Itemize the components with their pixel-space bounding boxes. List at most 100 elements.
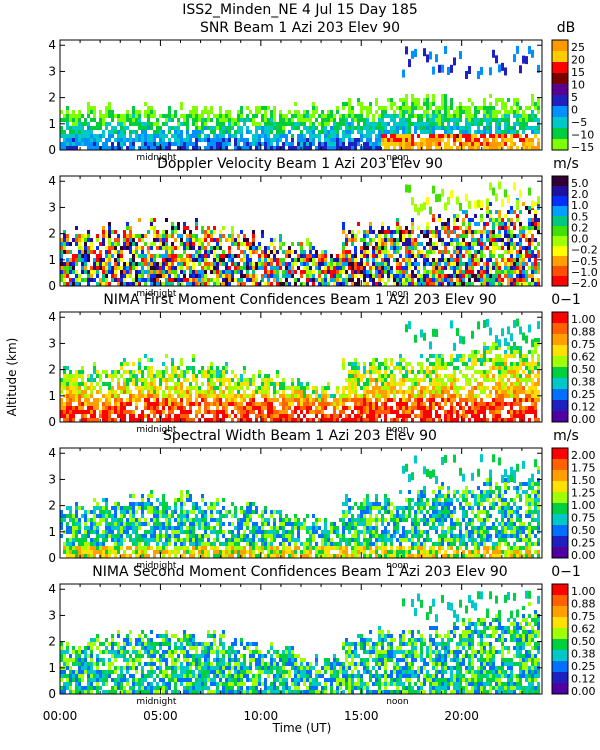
heatmap-cell (276, 374, 279, 378)
heatmap-cell (411, 254, 414, 258)
heatmap-cell (264, 130, 267, 134)
heatmap-cell (483, 282, 486, 286)
heatmap-cell (153, 218, 156, 222)
heatmap-cell (360, 258, 363, 262)
heatmap-cell (303, 126, 306, 130)
heatmap-cell (537, 118, 540, 122)
heatmap-cell (324, 258, 327, 262)
heatmap-cell (435, 230, 438, 234)
heatmap-cell (375, 378, 378, 382)
heatmap-cell (207, 278, 210, 282)
heatmap-cell (375, 126, 378, 130)
heatmap-cell (204, 262, 207, 266)
heatmap-cell (117, 382, 120, 386)
heatmap-cell (423, 270, 426, 274)
heatmap-cell (213, 226, 216, 230)
heatmap-cell (510, 134, 513, 138)
heatmap-cell (306, 410, 309, 414)
heatmap-cell (342, 262, 345, 266)
heatmap-cell (186, 414, 189, 418)
heatmap-cell (306, 398, 309, 402)
heatmap-cell (267, 398, 270, 402)
heatmap-cell (201, 242, 204, 246)
heatmap-cell (189, 246, 192, 250)
heatmap-cell (186, 418, 189, 422)
heatmap-cell (381, 266, 384, 270)
heatmap-cell (147, 358, 150, 362)
heatmap-cell (273, 414, 276, 418)
heatmap-cell (408, 114, 411, 118)
heatmap-cell (75, 234, 78, 238)
heatmap-cell (180, 402, 183, 406)
heatmap-cell (231, 122, 234, 126)
heatmap-cell (219, 230, 222, 234)
heatmap-cell (447, 262, 450, 266)
heatmap-cell (72, 130, 75, 134)
heatmap-cell (330, 110, 333, 114)
heatmap-cell (261, 410, 264, 414)
heatmap-cell (246, 266, 249, 270)
heatmap-cell (531, 146, 534, 150)
heatmap-cell (333, 406, 336, 410)
heatmap-cell (66, 378, 69, 382)
heatmap-cell (318, 122, 321, 126)
heatmap-cell (264, 270, 267, 274)
heatmap-cell (66, 402, 69, 406)
heatmap-cell (291, 142, 294, 146)
heatmap-cell (90, 418, 93, 422)
heatmap-cell (396, 414, 399, 418)
heatmap-cell (225, 410, 228, 414)
heatmap-cell (159, 378, 162, 382)
heatmap-cell (138, 110, 141, 114)
heatmap-cell (492, 250, 495, 254)
heatmap-cell (381, 262, 384, 266)
heatmap-cell (69, 138, 72, 142)
heatmap-cell (450, 382, 453, 386)
heatmap-cell (432, 328, 435, 337)
heatmap-cell (222, 390, 225, 394)
heatmap-cell (480, 362, 483, 366)
heatmap-cell (519, 222, 522, 226)
heatmap-cell (117, 234, 120, 238)
heatmap-cell (426, 274, 429, 278)
colorbar-swatch (552, 117, 568, 129)
heatmap-cell (174, 418, 177, 422)
heatmap-cell (477, 382, 480, 386)
heatmap-cell (210, 130, 213, 134)
heatmap-cell (165, 242, 168, 246)
heatmap-cell (318, 278, 321, 282)
heatmap-cell (495, 258, 498, 262)
heatmap-cell (273, 266, 276, 270)
heatmap-cell (486, 262, 489, 266)
heatmap-cell (165, 250, 168, 254)
heatmap-cell (63, 250, 66, 254)
heatmap-cell (516, 270, 519, 274)
heatmap-cell (465, 382, 468, 386)
heatmap-cell (66, 406, 69, 410)
heatmap-cell (174, 114, 177, 118)
heatmap-cell (198, 270, 201, 274)
heatmap-cell (330, 418, 333, 422)
heatmap-cell (213, 238, 216, 242)
heatmap-cell (375, 282, 378, 286)
heatmap-cell (465, 138, 468, 142)
heatmap-cell (237, 126, 240, 130)
heatmap-cell (279, 110, 282, 114)
heatmap-cell (417, 142, 420, 146)
heatmap-cell (522, 126, 525, 130)
heatmap-cell (306, 402, 309, 406)
heatmap-cell (429, 394, 432, 398)
heatmap-cell (438, 250, 441, 254)
heatmap-cell (435, 258, 438, 262)
heatmap-cell (519, 246, 522, 250)
heatmap-cell (123, 142, 126, 146)
heatmap-cell (147, 390, 150, 394)
heatmap-cell (75, 130, 78, 134)
heatmap-cell (468, 274, 471, 278)
heatmap-cell (93, 126, 96, 130)
heatmap-cell (324, 406, 327, 410)
heatmap-cell (495, 234, 498, 238)
heatmap-cell (195, 142, 198, 146)
heatmap-cell (345, 126, 348, 130)
heatmap-cell (405, 278, 408, 282)
